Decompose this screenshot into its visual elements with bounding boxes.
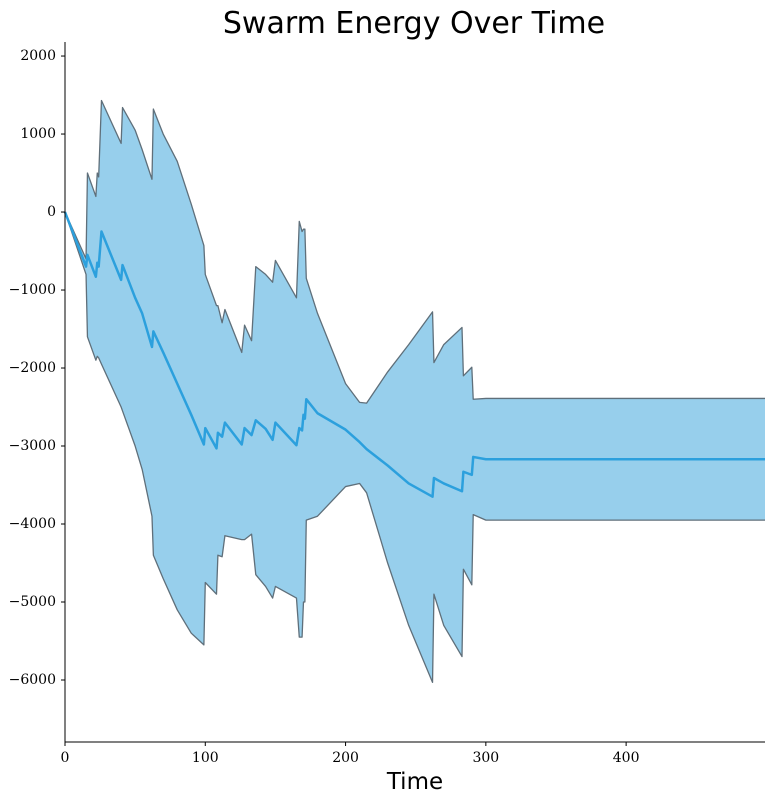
y-tick-label: 0 xyxy=(47,204,56,220)
x-tick-label: 100 xyxy=(192,750,219,766)
mean-line xyxy=(63,211,765,498)
x-axis-label: Time xyxy=(386,769,443,795)
x-tick-label: 400 xyxy=(613,750,640,766)
band-upper-edge xyxy=(64,99,765,404)
chart-title: Swarm Energy Over Time xyxy=(223,6,605,41)
y-tick-label: 2000 xyxy=(20,48,56,64)
y-tick-label: −5000 xyxy=(9,594,56,610)
y-tick-label: −6000 xyxy=(9,672,56,688)
band-lower-edge xyxy=(64,211,765,683)
y-tick-label: 1000 xyxy=(20,126,56,142)
x-tick-label: 200 xyxy=(332,750,359,766)
x-tick-label: 0 xyxy=(61,750,70,766)
y-tick-label: −2000 xyxy=(9,360,56,376)
y-tick-label: −1000 xyxy=(9,282,56,298)
band xyxy=(65,100,765,683)
y-tick-label: −3000 xyxy=(9,438,56,454)
y-tick-label: −4000 xyxy=(9,516,56,532)
x-tick-label: 300 xyxy=(472,750,499,766)
